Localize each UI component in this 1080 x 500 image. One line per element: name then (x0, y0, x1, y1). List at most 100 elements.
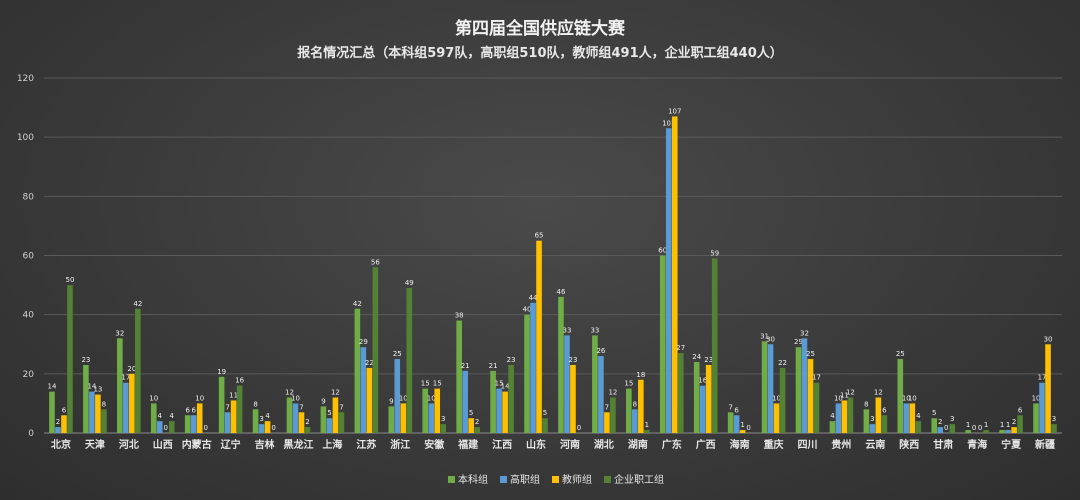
data-label: 11 (229, 391, 238, 399)
category-label: 黑龙江 (284, 438, 314, 451)
data-label: 103 (662, 119, 675, 127)
bar-广西-本科组 (693, 362, 700, 433)
bar-陕西-企业职工组 (915, 421, 922, 433)
data-label: 6 (734, 406, 739, 414)
bar-山东-高职组 (530, 302, 536, 433)
data-label: 4 (158, 412, 163, 420)
data-label: 5 (932, 409, 936, 417)
legend-entry: 高职组 (510, 473, 540, 486)
bar-宁夏-教师组 (1011, 427, 1017, 433)
data-label: 20 (127, 365, 136, 373)
bar-浙江-企业职工组 (406, 288, 413, 433)
category-label: 广东 (662, 438, 682, 451)
data-label: 24 (692, 353, 701, 361)
data-label: 21 (489, 362, 498, 370)
data-label: 32 (115, 329, 124, 337)
bar-内蒙古-高职组 (190, 415, 197, 433)
bar-山西-企业职工组 (168, 421, 175, 433)
bar-安徽-教师组 (434, 388, 441, 433)
data-label: 38 (455, 312, 464, 320)
bar-黑龙江-高职组 (292, 403, 299, 433)
data-label: 1 (645, 421, 649, 429)
bar-江西-企业职工组 (508, 364, 514, 433)
category-label: 甘肃 (933, 438, 953, 451)
data-label: 9 (321, 397, 325, 405)
category-label: 福建 (457, 438, 479, 451)
data-label: 0 (972, 424, 976, 432)
bar-四川-本科组 (795, 347, 802, 433)
bar-北京-本科组 (49, 391, 55, 433)
bar-河北-企业职工组 (135, 308, 141, 433)
bar-贵州-本科组 (829, 421, 836, 433)
category-label: 安徽 (424, 438, 445, 451)
data-label: 7 (225, 403, 229, 411)
data-label: 6 (62, 406, 67, 414)
data-label: 2 (56, 418, 60, 426)
category-label: 山东 (526, 438, 546, 451)
bar-江苏-本科组 (354, 308, 361, 433)
data-label: 2 (475, 418, 479, 426)
y-tick-label: 0 (28, 429, 34, 439)
bar-天津-企业职工组 (101, 409, 107, 433)
data-label: 3 (441, 415, 445, 423)
bar-辽宁-高职组 (224, 412, 231, 433)
bar-上海-教师组 (332, 397, 339, 433)
data-label: 1 (1006, 421, 1010, 429)
category-label: 四川 (798, 439, 818, 451)
data-label: 4 (830, 412, 835, 420)
data-label: 27 (676, 344, 685, 352)
data-label: 5 (469, 409, 473, 417)
data-label: 8 (102, 400, 106, 408)
category-label: 吉林 (255, 438, 276, 451)
bar-安徽-本科组 (422, 388, 429, 433)
bar-四川-企业职工组 (813, 382, 820, 433)
data-label: 10 (1032, 394, 1041, 402)
bar-广东-企业职工组 (677, 353, 684, 433)
bar-重庆-高职组 (767, 344, 774, 433)
bar-浙江-本科组 (388, 406, 395, 433)
category-label: 贵州 (831, 438, 851, 451)
data-label: 9 (389, 397, 393, 405)
data-label: 3 (950, 415, 954, 423)
data-label: 6 (191, 406, 196, 414)
bar-广西-企业职工组 (711, 258, 718, 433)
bar-湖北-教师组 (604, 412, 610, 433)
data-label: 29 (359, 338, 368, 346)
bar-云南-高职组 (869, 424, 876, 433)
bar-山东-企业职工组 (542, 418, 548, 433)
bar-云南-本科组 (863, 409, 870, 433)
y-tick-label: 120 (17, 74, 34, 84)
data-label: 6 (1018, 406, 1023, 414)
bar-浙江-高职组 (394, 359, 401, 433)
bar-四川-教师组 (807, 359, 814, 433)
bar-江西-本科组 (490, 370, 496, 433)
data-label: 3 (870, 415, 874, 423)
data-label: 2 (938, 418, 942, 426)
bar-青海-本科组 (965, 430, 971, 433)
bar-广东-本科组 (659, 255, 666, 433)
data-label: 0 (978, 424, 982, 432)
bar-浙江-教师组 (400, 403, 407, 433)
category-label: 陕西 (899, 438, 919, 451)
data-label: 8 (864, 400, 868, 408)
data-label: 30 (1044, 335, 1053, 343)
data-label: 10 (291, 394, 300, 402)
bar-山西-本科组 (150, 403, 157, 433)
data-label: 25 (393, 350, 402, 358)
category-label: 天津 (85, 438, 105, 451)
bar-海南-教师组 (739, 430, 746, 433)
data-label: 14 (87, 383, 96, 391)
category-label: 浙江 (390, 438, 410, 451)
category-label: 青海 (967, 438, 987, 451)
legend-entry: 本科组 (458, 473, 488, 486)
bar-云南-教师组 (875, 397, 882, 433)
bar-广东-高职组 (665, 128, 672, 433)
bar-新疆-企业职工组 (1051, 424, 1057, 433)
data-label: 0 (164, 424, 168, 432)
bar-江西-教师组 (502, 391, 508, 433)
data-label: 5 (543, 409, 547, 417)
data-label: 3 (1052, 415, 1056, 423)
data-label: 25 (896, 350, 905, 358)
bar-黑龙江-企业职工组 (304, 427, 311, 433)
